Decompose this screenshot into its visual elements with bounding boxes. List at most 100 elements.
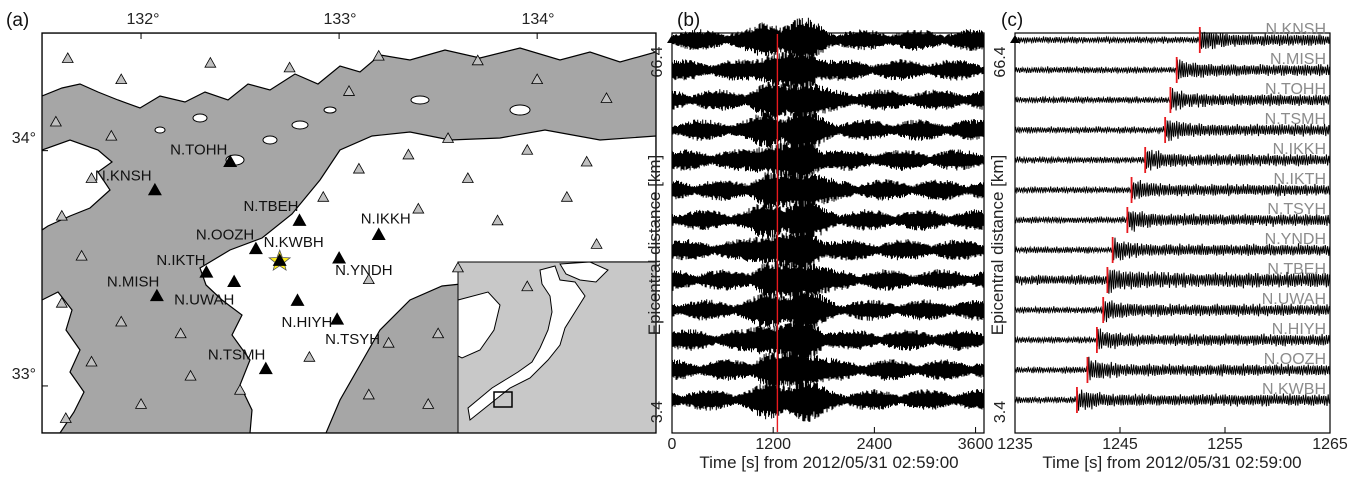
used-station-marker [292,213,307,226]
network-station-marker [491,214,504,226]
lon-tick-134: 134° [521,11,554,28]
network-station-marker [49,115,62,127]
trace-station-label: N.TOHH [1265,81,1326,98]
lat-tick-34: 34° [12,130,36,147]
panel-b-label: (b) [677,10,700,31]
x-tick-label: 1255 [1207,436,1243,453]
used-station-marker [290,293,305,306]
station-label: N.IKKH [361,210,411,227]
land-kyushu-south [42,291,85,433]
used-station-marker [149,288,164,302]
station-label: N.KWBH [264,234,324,251]
waveform-trace [1014,88,1331,111]
waveform-trace [671,170,985,210]
inset-japan [467,265,586,421]
network-station-marker [174,327,187,339]
network-station-marker [441,132,455,143]
inset-hokkaido [559,261,609,283]
network-station-marker [372,49,385,61]
station-label: N.YNDH [335,262,393,279]
network-station-marker [283,61,296,73]
network-station-marker [105,129,118,141]
network-station-marker [590,237,603,249]
island [154,126,166,134]
waveform-trace [671,197,985,243]
waveform-trace [671,288,985,332]
trace-station-label: N.IKKH [1273,141,1326,158]
island [410,95,430,105]
network-station-marker [61,52,74,63]
island [192,113,208,123]
network-station-marker [402,148,415,160]
trace-station-label: N.HIYH [1272,321,1326,338]
station-label: N.TSMH [208,346,266,363]
lon-tick-132: 132° [126,11,159,28]
used-station-marker [199,265,214,278]
panel-c-traces: N.KNSH N.MISH N.TOHH N.TSMH N.IKKH N.IKTH N.TS… [1010,21,1331,413]
waveform-trace [1014,328,1331,350]
waveform-trace [1014,30,1331,50]
inset-korea [457,291,501,359]
map-overlay: N.TOHH N.KNSH N.TBEH N.IKKH N.OOZH N.KWBH N.YN… [42,33,613,423]
station-label: N.OOZH [196,226,254,243]
trace-station-label: N.TSMH [1265,111,1326,128]
network-station-marker [451,261,465,273]
network-station-marker [362,388,375,400]
station-label: N.TBEH [243,198,298,215]
panel-b-traces [667,17,985,432]
trace-station-label: N.IKTH [1274,171,1326,188]
x-tick-label: 2400 [857,436,893,453]
x-tick-label: 0 [668,436,677,453]
x-tick-label: 1200 [755,436,791,453]
network-station-marker [184,369,197,381]
station-label: N.UWAH [174,291,234,308]
network-station-marker [85,172,98,183]
used-station-marker [272,253,287,266]
network-station-marker [600,92,613,103]
network-station-marker [342,85,356,96]
island [323,106,337,114]
network-station-marker [55,296,68,308]
network-station-marker [59,412,72,423]
network-station-marker [317,190,330,202]
trace-station-label: N.YNDH [1265,231,1326,248]
network-station-marker [432,327,445,339]
waveform-trace [1014,268,1331,294]
waveform-trace [1014,149,1331,171]
trace-station-label: N.UWAH [1262,291,1326,308]
network-station-marker [362,273,375,285]
network-station-marker [560,190,573,202]
lat-tick-33: 33° [12,366,36,383]
trace-station-label: N.KNSH [1266,21,1326,38]
network-station-marker [422,397,435,409]
waveform-trace [671,379,985,422]
panel-c-xticks: 1235 1245 1255 1265 [997,427,1348,453]
network-station-marker [85,355,98,367]
network-station-marker [75,249,88,261]
x-tick-label: 1245 [1102,436,1138,453]
panel-b-record-section: (b) 66.4 3.4 Epicentral distance [km] Ti… [645,10,993,472]
station-label: N.TOHH [170,141,227,158]
lon-tick-133: 133° [323,11,356,28]
station-label: N.KNSH [95,168,152,185]
network-station-marker [55,209,68,221]
island [262,135,278,145]
waveform-trace [1014,300,1331,323]
used-station-marker [147,182,162,196]
waveform-trace [671,318,985,364]
network-station-marker [412,202,425,214]
network-station-marker [521,143,534,155]
network-station-marker [352,162,365,174]
waveform-trace [671,80,985,121]
network-station-marker [134,397,148,409]
panel-c-xlabel: Time [s] from 2012/05/31 02:59:00 [1042,453,1301,472]
waveform-trace [1014,237,1331,261]
station-label: N.IKTH [156,252,205,269]
trace-station-label: N.KWBH [1262,381,1326,398]
station-label: N.MISH [107,274,159,291]
panel-b-ylabel: Epicentral distance [km] [645,155,664,335]
panel-b-xticks: 0 1200 2400 3600 [668,427,993,453]
waveform-trace [1014,59,1331,80]
network-station-marker [204,56,217,68]
